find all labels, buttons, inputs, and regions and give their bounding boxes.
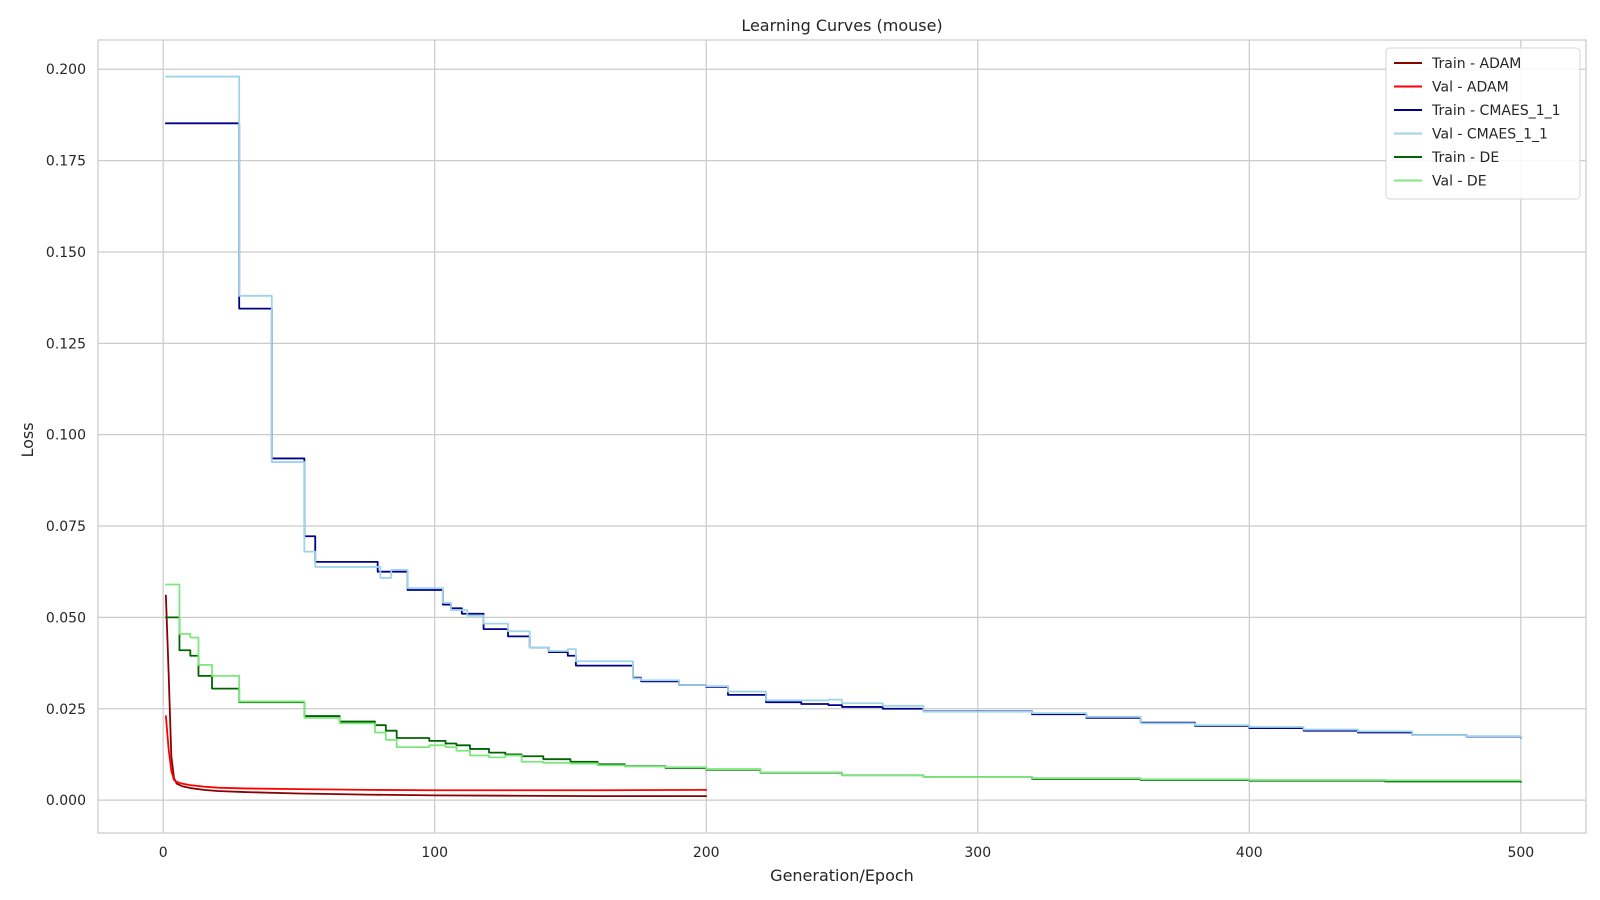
y-axis-label: Loss [18,422,37,457]
chart-title: Learning Curves (mouse) [741,16,942,35]
y-tick-label: 0.175 [46,154,86,170]
legend-entry: Train - DE [1431,150,1499,166]
x-tick-label: 300 [964,845,991,861]
plot-frame [97,39,1587,834]
y-tick-label: 0.050 [46,610,86,626]
legend-entry: Val - ADAM [1432,80,1509,96]
x-tick-label: 0 [159,845,168,861]
x-tick-label: 100 [421,845,448,861]
plot-area [98,40,1586,833]
y-tick-label: 0.025 [46,702,86,718]
y-tick-label: 0.150 [46,245,86,261]
x-tick-label: 200 [693,845,720,861]
y-tick-label: 0.075 [46,519,86,535]
x-tick-label: 500 [1507,845,1534,861]
y-tick-label: 0.100 [46,428,86,444]
series-line-val-adam [164,715,708,792]
series-line-val-cmaes-1-1 [164,75,1522,739]
x-axis-label: Generation/Epoch [770,866,914,885]
legend-entry: Val - CMAES_1_1 [1432,127,1548,143]
legend: Train - ADAM Val - ADAM Train - CMAES_1_1 V… [1385,47,1581,200]
legend-box [1385,47,1581,200]
legend-entry: Train - CMAES_1_1 [1431,103,1561,119]
legend-entry: Val - DE [1432,174,1487,190]
y-tick-label: 0.200 [46,62,86,78]
legend-entry: Train - ADAM [1431,56,1521,72]
y-tick-label: 0.125 [46,336,86,352]
grid-lines [98,40,1586,833]
tick-labels: 0 100 200 300 400 500 0.000 0.025 0.050 0.075 0.10… [46,62,1534,861]
series-line-train-adam [164,594,708,797]
series-line-val-de [164,583,1522,782]
y-tick-label: 0.000 [46,793,86,809]
series-layer [164,75,1522,797]
x-tick-label: 400 [1236,845,1263,861]
